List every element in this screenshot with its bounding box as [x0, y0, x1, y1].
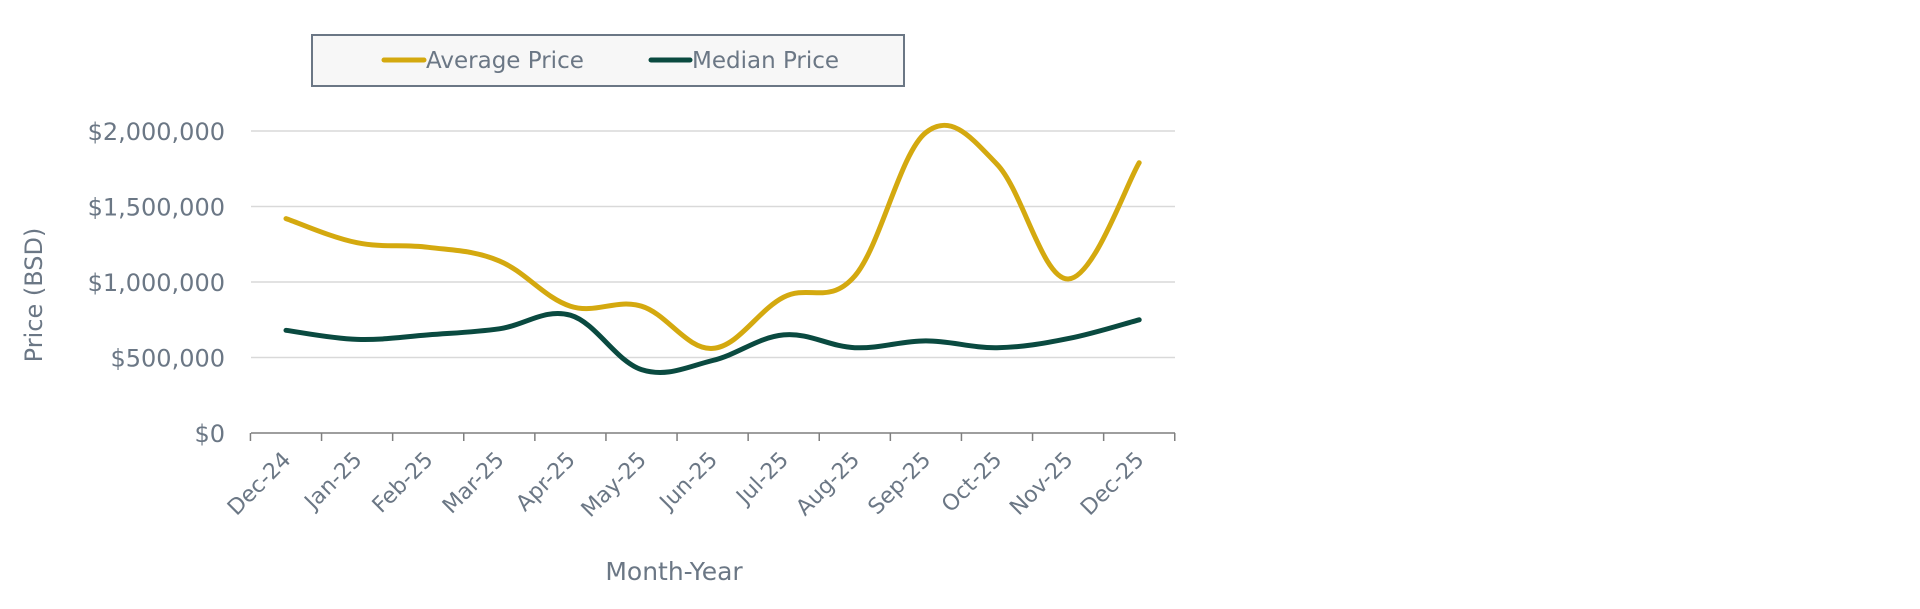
x-tick-label: Oct-25 [937, 448, 1007, 518]
x-tick-label: Dec-25 [1076, 448, 1149, 521]
x-tick-label: Feb-25 [368, 448, 439, 519]
x-axis-title: Month-Year [605, 557, 743, 586]
legend-label-median-price: Median Price [692, 48, 839, 74]
axes: $0 $500,000 $1,000,000 $1,500,000 $2,000,000… [88, 118, 1176, 523]
series-lines [283, 122, 1142, 375]
x-tick-label: May-25 [577, 448, 652, 523]
y-tick-label: $2,000,000 [88, 118, 225, 146]
x-tick-label: Sep-25 [864, 448, 936, 520]
x-tick-label: Dec-24 [223, 448, 296, 521]
y-tick-label: $0 [194, 420, 225, 448]
x-tick-label: Aug-25 [792, 448, 865, 521]
x-tick-label: Apr-25 [512, 448, 581, 517]
legend: Average Price Median Price [311, 34, 905, 87]
y-tick-label: $500,000 [110, 345, 225, 373]
x-tick-label: Nov-25 [1005, 448, 1078, 521]
gridlines [251, 130, 1175, 359]
x-tick-label: Jul-25 [731, 448, 794, 511]
y-tick-label: $1,500,000 [88, 194, 225, 222]
x-tick-label: Mar-25 [438, 448, 509, 519]
y-axis-title: Price (BSD) [20, 228, 48, 363]
x-tick-label: Jun-25 [654, 448, 723, 517]
series-line-median-price [283, 311, 1142, 375]
y-tick-label: $1,000,000 [88, 269, 225, 297]
legend-label-average-price: Average Price [426, 48, 584, 74]
series-line-average-price [283, 122, 1142, 351]
x-tick-label: Jan-25 [299, 448, 367, 516]
